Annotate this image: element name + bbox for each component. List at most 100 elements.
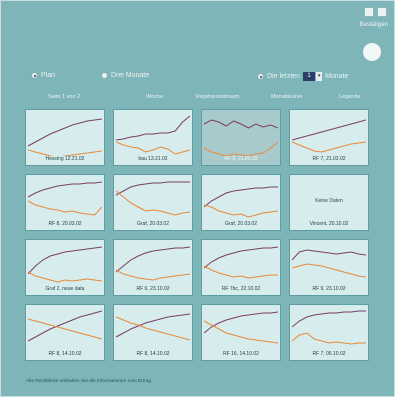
chart-thumbnail[interactable]: RF 8, 14.10.02 — [113, 304, 193, 361]
series-line-orange — [116, 316, 190, 341]
series-line-purple — [28, 310, 102, 342]
unit-label: Monate — [325, 73, 349, 80]
round-action-button[interactable] — [363, 43, 381, 61]
series-line-orange — [116, 269, 190, 281]
series-line-purple — [28, 118, 102, 147]
sparkline-chart — [292, 119, 366, 153]
series-line-orange — [28, 271, 102, 283]
series-line-purple — [116, 115, 190, 141]
radio-label: Plan — [41, 72, 56, 79]
sparkline-chart — [28, 246, 102, 283]
series-line-purple — [292, 249, 366, 261]
thumbnail-caption: Graf, 20.03.02 — [137, 221, 169, 227]
tab-week[interactable]: Woche — [146, 94, 164, 100]
series-line-purple — [28, 181, 102, 198]
month-count-value[interactable]: 1 — [303, 72, 316, 81]
sparkline-chart — [292, 249, 366, 278]
close-icon[interactable] — [377, 7, 387, 17]
tab-previous-year[interactable]: Vorjahreszeitraum — [195, 94, 240, 100]
period-options: Plan Drei Monate Die letzten 1 ▾ Monate — [1, 72, 395, 84]
no-data-label: Keine Daten — [315, 198, 343, 204]
tab-month-curve[interactable]: Monatskurve — [271, 94, 303, 100]
sparkline-chart — [116, 115, 190, 155]
chart-thumbnail[interactable]: RF 5, 21.03.02 — [201, 109, 281, 166]
series-line-orange — [204, 204, 278, 218]
series-line-purple — [204, 311, 278, 334]
radio-dot[interactable] — [101, 72, 108, 79]
chart-thumbnail[interactable]: RF 16, 14.10.02 — [201, 304, 281, 361]
thumbnail-caption: RF 16, 14.10.02 — [223, 351, 259, 357]
chart-thumbnail[interactable]: RF 7bc, 22.10.02 — [201, 239, 281, 296]
sparkline-chart — [28, 310, 102, 342]
chart-thumbnail[interactable]: RF 8, 20.03.02 — [25, 174, 105, 231]
chart-thumbnail[interactable]: Hessing 12.21.02 — [25, 109, 105, 166]
thumbnail-caption: Graf, 20.03.02 — [225, 221, 257, 227]
chevron-down-icon[interactable]: ▾ — [316, 72, 323, 81]
series-line-purple — [116, 181, 190, 196]
series-line-purple — [204, 246, 278, 269]
thumbnail-caption: bau 13.21.02 — [138, 156, 168, 162]
sparkline-chart — [28, 181, 102, 216]
page-indicator: Seite 1 von 2 — [48, 94, 81, 100]
sparkline-chart — [292, 310, 366, 345]
chart-thumbnail[interactable]: Keine Daten Vincent, 20.10.02 — [289, 174, 369, 231]
series-line-purple — [292, 310, 366, 328]
thumbnail-caption: RF 8, 20.03.02 — [48, 221, 82, 227]
confirm-label[interactable]: Bestätigen — [359, 22, 388, 28]
thumbnail-caption: RF 8, 14.10.02 — [48, 351, 82, 357]
sparkline-chart — [204, 246, 278, 279]
radio-dot[interactable] — [31, 72, 38, 79]
month-count-select[interactable]: 1 ▾ — [303, 72, 323, 81]
thumbnail-caption: RF 7, 06.10.02 — [312, 351, 346, 357]
radio-plan[interactable]: Plan — [31, 72, 55, 79]
series-line-purple — [116, 246, 190, 273]
series-line-purple — [204, 186, 278, 208]
series-line-orange — [28, 149, 102, 156]
series-line-orange — [116, 141, 190, 155]
sparkline-chart — [116, 181, 190, 216]
chart-thumbnail[interactable]: RF 7, 21.03.02 — [289, 109, 369, 166]
radio-three-months[interactable]: Drei Monate — [101, 72, 149, 79]
chart-thumbnail[interactable]: Graf, 20.03.02 — [113, 174, 193, 231]
series-line-orange — [204, 265, 278, 279]
thumbnail-caption: RF 6, 23.10.02 — [136, 286, 170, 292]
thumbnail-caption: Graf 2, neue data — [45, 286, 85, 292]
series-line-purple — [204, 119, 278, 129]
series-line-orange — [292, 332, 366, 345]
tab-row: Seite 1 von 2 Woche Vorjahreszeitraum Mo… — [1, 94, 395, 104]
radio-label: Drei Monate — [111, 72, 150, 79]
sparkline-chart — [204, 186, 278, 218]
chart-thumbnail[interactable]: RF 7, 06.10.02 — [289, 304, 369, 361]
footer-note: Alle Rückblicke enthalten Sie die Inform… — [26, 379, 152, 384]
series-line-orange — [204, 320, 278, 344]
chart-thumbnail[interactable]: RF 6, 23.10.02 — [113, 239, 193, 296]
tab-legend[interactable]: Legende — [339, 94, 361, 100]
window-controls — [364, 7, 387, 17]
chart-thumbnail[interactable]: RF 8, 14.10.02 — [25, 304, 105, 361]
series-line-purple — [28, 246, 102, 275]
series-line-orange — [292, 141, 366, 153]
chart-thumbnail[interactable]: RF 9, 23.10.02 — [289, 239, 369, 296]
radio-dot[interactable] — [257, 73, 264, 80]
thumbnail-caption: RF 7bc, 22.10.02 — [221, 286, 261, 292]
thumbnail-caption: RF 5, 21.03.02 — [224, 156, 258, 162]
chart-thumbnail[interactable]: Graf, 20.03.02 — [201, 174, 281, 231]
series-line-orange — [204, 141, 278, 156]
series-line-orange — [292, 263, 366, 278]
minimize-icon[interactable] — [364, 7, 374, 17]
thumbnail-caption: RF 9, 23.10.02 — [312, 286, 346, 292]
chart-thumbnail[interactable]: bau 13.21.02 — [113, 109, 193, 166]
chart-thumbnail[interactable]: Graf 2, neue data — [25, 239, 105, 296]
thumbnail-caption: RF 7, 21.03.02 — [312, 156, 346, 162]
sparkline-chart — [116, 246, 190, 281]
sparkline-chart — [204, 119, 278, 156]
thumbnail-caption: Hessing 12.21.02 — [45, 156, 85, 162]
series-line-orange — [28, 200, 102, 216]
thumbnail-caption: Vincent, 20.10.02 — [309, 221, 349, 227]
radio-last-months[interactable]: Die letzten 1 ▾ Monate — [257, 72, 348, 81]
radio-label: Die letzten — [267, 73, 301, 80]
series-line-purple — [292, 119, 366, 141]
series-line-orange — [28, 318, 102, 340]
series-line-orange — [116, 190, 190, 216]
sparkline-chart — [204, 311, 278, 344]
